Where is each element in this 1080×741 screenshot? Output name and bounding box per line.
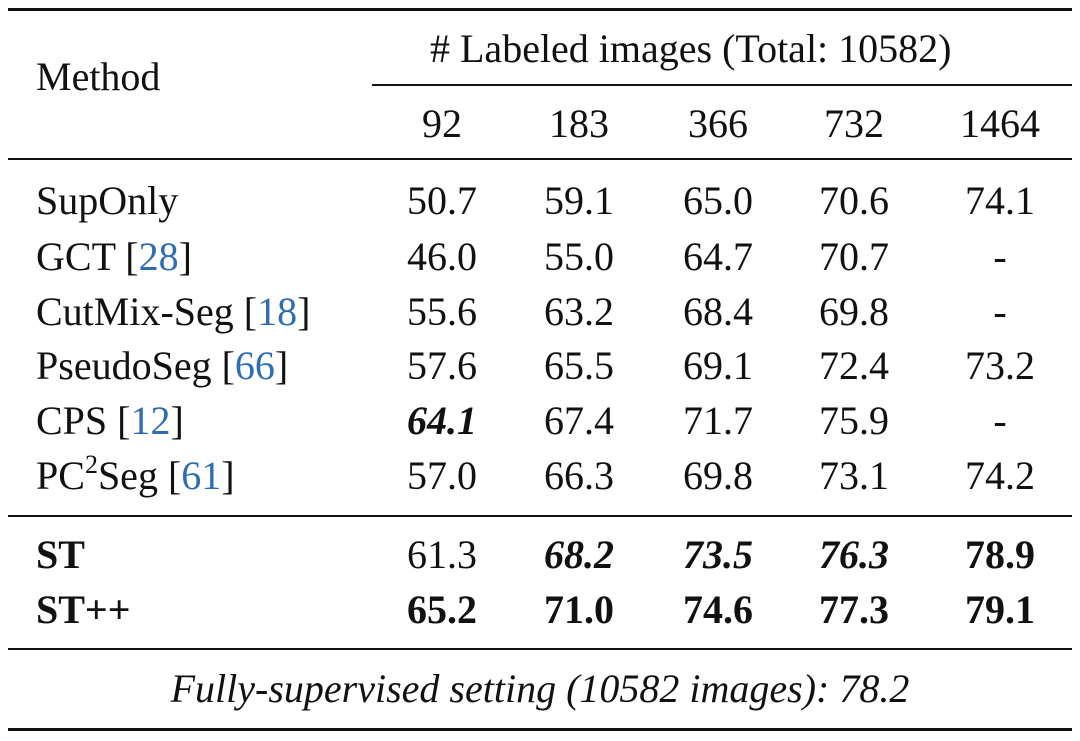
bottom-rule (8, 728, 1072, 731)
method-name: GCT [28] (36, 234, 192, 279)
labeled-images-group-header: # Labeled images (Total: 10582) (430, 26, 952, 71)
table-cell: 73.1 (819, 453, 889, 498)
table-cell-second-best: 73.5 (683, 532, 753, 577)
top-rule (8, 8, 1072, 11)
column-header: 92 (422, 101, 462, 146)
column-header: 1464 (960, 101, 1040, 146)
column-header: 732 (824, 101, 884, 146)
table-cell: 74.2 (965, 453, 1035, 498)
table-cell: 65.5 (544, 343, 614, 388)
table-cell: 75.9 (819, 398, 889, 443)
table-cell: 66.3 (544, 453, 614, 498)
column-header: 366 (688, 101, 748, 146)
fully-supervised-note: Fully-supervised setting (10582 images):… (170, 666, 910, 711)
column-header: 183 (549, 101, 609, 146)
table-cell-second-best: 64.1 (407, 398, 477, 443)
table-cell-best: 74.6 (683, 587, 753, 632)
table-cell-second-best: 76.3 (819, 532, 889, 577)
method-name-ours: ST++ (36, 587, 131, 632)
method-name: SupOnly (36, 178, 179, 223)
table-cell: 70.7 (819, 234, 889, 279)
ours-separator-rule (8, 515, 1072, 517)
table-cell: 46.0 (407, 234, 477, 279)
table-cell: 55.6 (407, 289, 477, 334)
citation-link[interactable]: 66 (234, 343, 275, 388)
table-cell-best: 77.3 (819, 587, 889, 632)
table-cell-best: 65.2 (407, 587, 477, 632)
table-cell: 69.8 (683, 453, 753, 498)
citation-link[interactable]: 12 (130, 398, 171, 443)
table-cell-best: 78.9 (965, 532, 1035, 577)
table-cell: 74.1 (965, 178, 1035, 223)
table-cell: - (993, 289, 1007, 334)
citation-link[interactable]: 61 (181, 453, 222, 498)
citation-link[interactable]: 28 (138, 234, 179, 279)
citation-link[interactable]: 18 (257, 289, 298, 334)
table-cell: 70.6 (819, 178, 889, 223)
table-cell: 63.2 (544, 289, 614, 334)
footer-rule (8, 648, 1072, 650)
table-cell: 55.0 (544, 234, 614, 279)
table-cell: 69.1 (683, 343, 753, 388)
table-cell: 61.3 (407, 532, 477, 577)
method-header: Method (36, 54, 161, 99)
table-cell: 65.0 (683, 178, 753, 223)
table-cell: 68.4 (683, 289, 753, 334)
table-cell-best: 79.1 (965, 587, 1035, 632)
table-cell-best: 71.0 (544, 587, 614, 632)
table-cell: 64.7 (683, 234, 753, 279)
table-cell: 72.4 (819, 343, 889, 388)
table-cell: 57.0 (407, 453, 477, 498)
table-cell: 71.7 (683, 398, 753, 443)
table-cell: 50.7 (407, 178, 477, 223)
method-name: CutMix-Seg [18] (36, 289, 311, 334)
method-name-ours: ST (36, 532, 85, 577)
table-cell: - (993, 398, 1007, 443)
table-cell: 73.2 (965, 343, 1035, 388)
method-name: CPS [12] (36, 398, 184, 443)
table-cell: 59.1 (544, 178, 614, 223)
header-rule (8, 158, 1072, 160)
table-cell: 57.6 (407, 343, 477, 388)
method-name: PseudoSeg [66] (36, 343, 289, 388)
table-cell-second-best: 68.2 (544, 532, 614, 577)
group-underline (372, 84, 1072, 86)
table-cell: 69.8 (819, 289, 889, 334)
table-cell: - (993, 234, 1007, 279)
method-name: PC2Seg [61] (36, 450, 235, 499)
table-cell: 67.4 (544, 398, 614, 443)
